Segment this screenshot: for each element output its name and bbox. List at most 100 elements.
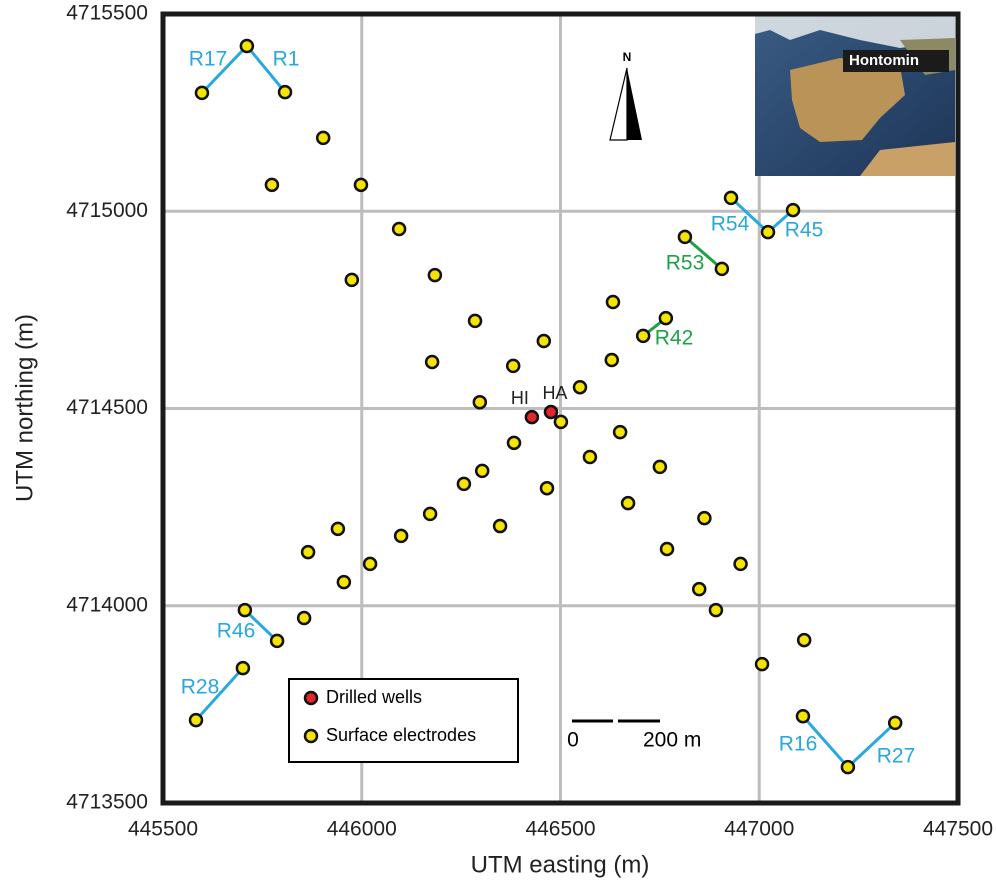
y-tick-label: 4715000 <box>66 199 148 222</box>
scale-bar: 0 200 m <box>567 719 701 752</box>
line-label: R28 <box>181 676 220 699</box>
points <box>188 38 903 775</box>
x-tick-label: 447000 <box>724 818 794 841</box>
point <box>697 510 712 526</box>
point <box>652 459 668 475</box>
point <box>427 267 443 283</box>
point <box>424 354 440 370</box>
point <box>277 84 293 100</box>
line-label: R53 <box>666 252 705 275</box>
point <box>492 518 508 534</box>
line-label: R42 <box>655 327 694 350</box>
x-tick-label: 445500 <box>128 818 198 841</box>
point <box>572 379 588 395</box>
point <box>795 708 811 724</box>
line-label: R17 <box>189 48 228 71</box>
point <box>505 358 521 374</box>
line-label: R45 <box>785 219 824 242</box>
inset-africa <box>860 142 955 176</box>
point <box>840 759 856 775</box>
point <box>887 715 903 731</box>
scale-bar-label: 0 <box>567 729 579 752</box>
point <box>296 610 312 626</box>
point <box>344 272 360 288</box>
legend-marker <box>303 690 319 706</box>
x-tick-label: 447500 <box>923 818 993 841</box>
line-label: R54 <box>711 213 750 236</box>
point <box>188 712 204 728</box>
point <box>539 480 555 496</box>
north-arrow-left <box>609 67 628 141</box>
point <box>536 333 552 349</box>
point <box>635 328 651 344</box>
electrode-line <box>801 715 850 769</box>
point <box>708 602 724 618</box>
y-tick-label: 4714500 <box>66 396 148 419</box>
inset-label-bg <box>843 50 949 72</box>
electrode-line <box>683 235 723 270</box>
point <box>336 574 352 590</box>
point <box>456 476 472 492</box>
point <box>239 38 255 54</box>
electrode-line <box>730 196 770 234</box>
electrode-line <box>846 721 897 769</box>
point <box>604 352 620 368</box>
electrode-line <box>243 609 279 642</box>
point <box>620 495 636 511</box>
plot-frame <box>160 11 961 806</box>
point <box>524 409 540 425</box>
y-tick-label: 4715500 <box>66 2 148 25</box>
point <box>543 404 559 420</box>
x-axis-title: UTM easting (m) <box>471 851 650 878</box>
point <box>582 449 598 465</box>
point-label: HA <box>542 383 567 403</box>
point-label: HI <box>511 388 529 408</box>
point <box>300 544 316 560</box>
point <box>269 633 285 649</box>
scale-bar-label: 200 m <box>643 729 701 752</box>
north-label: N <box>623 50 632 64</box>
line-label: R16 <box>779 733 818 756</box>
legend-marker <box>303 728 319 744</box>
point <box>472 394 488 410</box>
y-tick-label: 4713500 <box>66 791 148 814</box>
north-arrow: N <box>609 50 642 141</box>
legend: Drilled wells Surface electrodes <box>288 678 519 763</box>
y-tick-label: 4714000 <box>66 593 148 616</box>
point <box>393 528 409 544</box>
point <box>785 202 801 218</box>
line-label: R27 <box>877 745 916 768</box>
point <box>760 224 776 240</box>
point <box>733 556 748 572</box>
y-axis-title: UTM northing (m) <box>11 314 38 502</box>
point <box>605 294 621 310</box>
point <box>714 261 730 277</box>
point <box>330 521 346 537</box>
electrode-line <box>245 44 287 94</box>
point <box>659 541 675 557</box>
point <box>315 130 331 146</box>
point <box>422 506 438 522</box>
line-label: R1 <box>273 48 300 71</box>
point <box>658 310 674 326</box>
electrode-line <box>194 667 245 722</box>
point <box>237 602 253 618</box>
electrode-line <box>200 44 248 94</box>
legend-label: Drilled wells <box>326 687 422 707</box>
point <box>506 435 522 451</box>
point <box>691 581 707 597</box>
point <box>723 190 739 206</box>
inset-label: Hontomin <box>849 52 919 69</box>
point <box>796 632 812 648</box>
point <box>677 229 693 245</box>
inset-iberia <box>790 58 905 142</box>
inset-clouds <box>755 14 955 48</box>
point <box>553 414 569 430</box>
point <box>754 656 770 672</box>
north-arrow-right <box>627 68 642 140</box>
point <box>235 660 251 676</box>
line-label: R46 <box>217 620 256 643</box>
x-tick-label: 446500 <box>525 818 595 841</box>
point <box>362 556 378 572</box>
